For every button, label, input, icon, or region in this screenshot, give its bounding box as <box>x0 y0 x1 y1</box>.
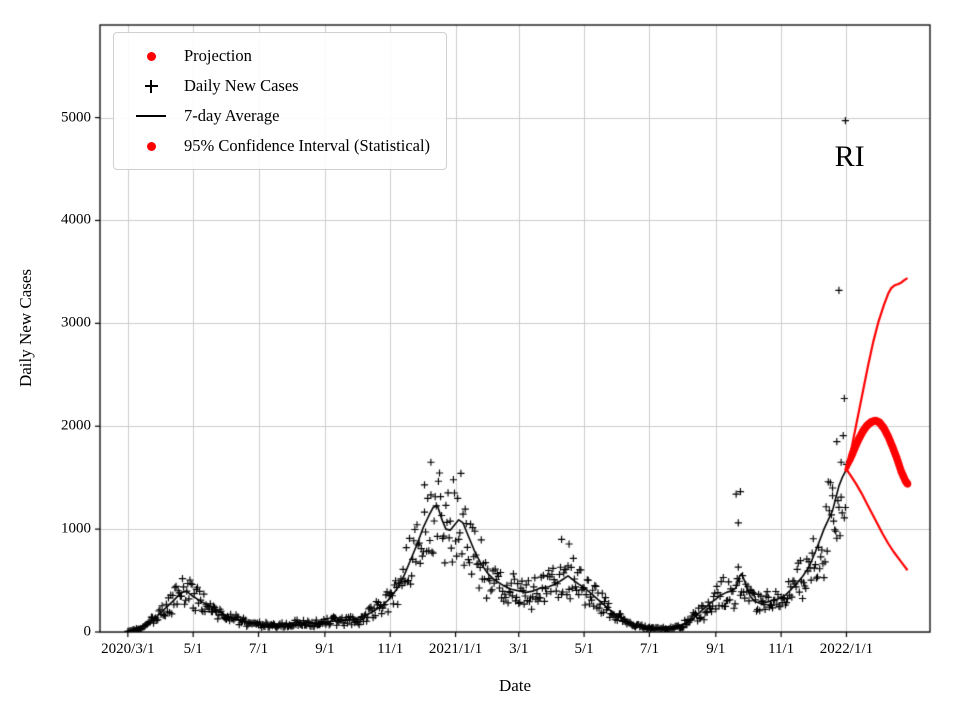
x-tick-label: 5/1 <box>183 641 203 657</box>
legend-item-daily-new-cases: Daily New Cases <box>124 71 430 101</box>
legend-label-confidence-interval: 95% Confidence Interval (Statistical) <box>184 136 431 155</box>
x-tick-label: 11/1 <box>377 641 404 657</box>
x-tick-label: 11/1 <box>768 641 795 657</box>
y-tick-label: 4000 <box>61 211 91 228</box>
plus-marker-icon <box>124 79 178 93</box>
y-tick-label: 0 <box>83 623 92 640</box>
x-tick-label: 7/1 <box>639 641 659 657</box>
region-annotation: RI <box>834 139 865 173</box>
y-tick-label: 2000 <box>61 417 91 434</box>
y-axis-label: Daily New Cases <box>16 268 35 388</box>
x-tick-label: 7/1 <box>248 641 269 657</box>
x-tick-label: 2022/1/1 <box>819 641 874 657</box>
x-tick-label: 2021/1/1 <box>428 641 483 657</box>
projection-dot-icon <box>124 51 178 61</box>
y-tick-label: 3000 <box>61 314 91 331</box>
y-tick-label: 1000 <box>61 520 91 537</box>
legend-item-confidence-interval: 95% Confidence Interval (Statistical) <box>124 131 430 161</box>
legend-label-7day-average: 7-day Average <box>184 106 280 125</box>
legend-label-projection: Projection <box>184 46 252 65</box>
y-tick-label: 5000 <box>61 109 91 126</box>
legend: Projection Daily New Cases 7-day Average… <box>113 32 448 170</box>
x-tick-label: 9/1 <box>315 641 335 657</box>
x-tick-label: 9/1 <box>706 641 726 657</box>
ci-dot-icon <box>124 141 178 151</box>
x-axis-label: Date <box>498 676 532 695</box>
legend-item-projection: Projection <box>124 41 430 71</box>
x-tick-label: 5/1 <box>574 641 594 657</box>
line-marker-icon <box>124 115 178 117</box>
legend-label-daily-new-cases: Daily New Cases <box>184 76 299 95</box>
x-tick-label: 3/1 <box>509 641 529 657</box>
x-tick-label: 2020/3/1 <box>101 641 155 657</box>
legend-item-7day-average: 7-day Average <box>124 101 430 131</box>
